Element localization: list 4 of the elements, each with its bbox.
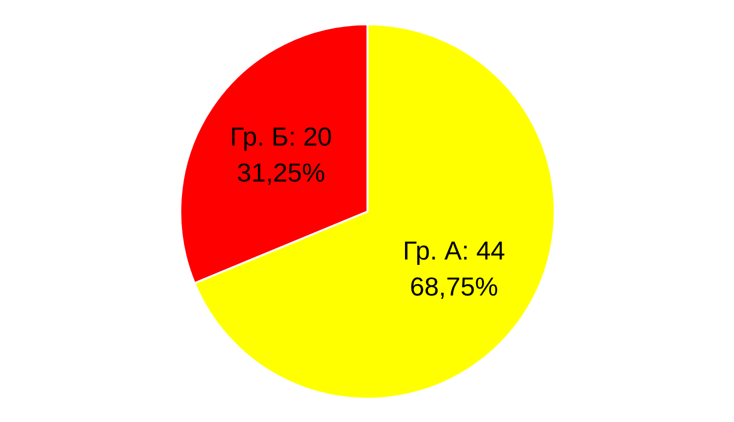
- data-label: 31,25%: [236, 157, 326, 188]
- slice-label: Гр. А: 44: [402, 236, 506, 266]
- data-label: 68,75%: [410, 272, 498, 302]
- slice-label: Гр. Б: 20: [230, 121, 332, 152]
